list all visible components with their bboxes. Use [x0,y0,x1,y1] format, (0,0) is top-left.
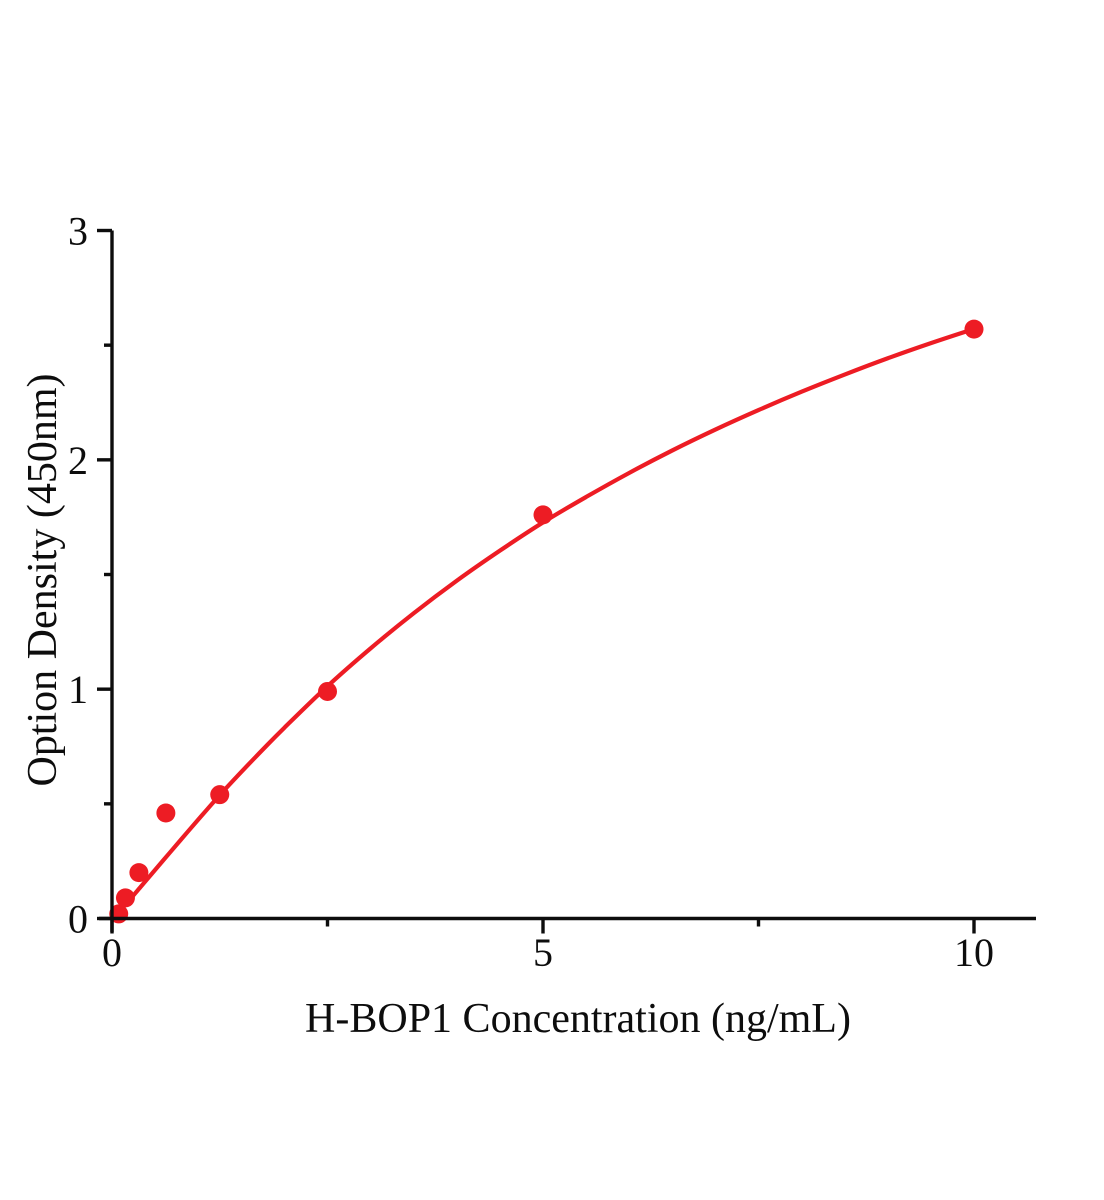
fit-curve-line [109,326,977,921]
x-tick-label: 5 [533,930,553,975]
x-tick-label: 10 [954,930,994,975]
data-point [115,888,135,908]
y-tick-label: 0 [68,897,88,942]
axes-group [97,228,1036,934]
data-point [156,803,176,823]
y-axis-title: Option Density (450nm) [20,374,66,787]
x-tick-label: 0 [102,930,122,975]
x-axis-title: H-BOP1 Concentration (ng/mL) [305,996,851,1042]
fit-curve-group [109,326,977,921]
data-point [533,505,553,525]
data-point [318,681,337,701]
data-point [129,863,149,883]
data-points-group [109,319,984,924]
y-tick-label: 1 [68,667,88,712]
y-tick-label: 3 [68,209,88,254]
y-tick-label: 2 [68,438,88,483]
tick-labels-group: 0 5 10 0 1 2 3 [68,209,994,975]
data-point [210,785,230,805]
data-point [964,319,984,339]
